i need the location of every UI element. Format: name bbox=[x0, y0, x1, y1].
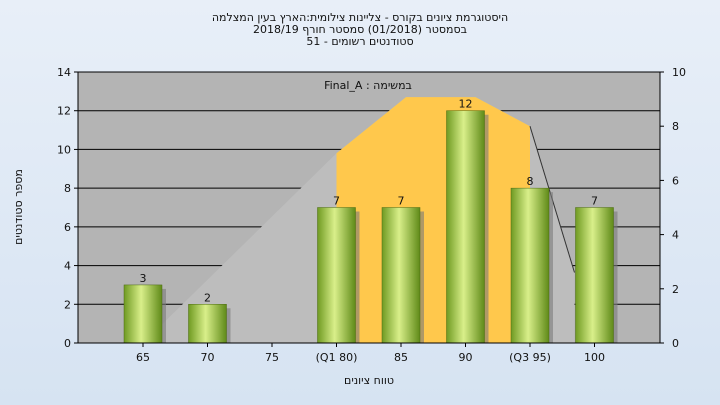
x-axis-label: טווח ציונים bbox=[344, 374, 394, 387]
histogram-bar bbox=[188, 304, 227, 344]
y2-tick-label: 10 bbox=[672, 66, 686, 79]
y2-tick-label: 6 bbox=[672, 174, 679, 187]
y2-tick-label: 0 bbox=[672, 337, 679, 350]
bar-value-label: 3 bbox=[140, 272, 147, 285]
histogram-bar bbox=[317, 207, 356, 344]
annotation-label: Final_A : במשימה bbox=[324, 79, 412, 92]
y-tick-label: 12 bbox=[57, 105, 71, 118]
x-tick-label: 75 bbox=[265, 351, 279, 364]
histogram-bar bbox=[575, 207, 614, 344]
y-tick-label: 8 bbox=[64, 182, 71, 195]
x-tick-label: (Q1 80) bbox=[316, 351, 358, 364]
y-tick-label: 10 bbox=[57, 143, 71, 156]
x-tick-label: 65 bbox=[136, 351, 150, 364]
y-tick-label: 4 bbox=[64, 260, 71, 273]
bar-value-label: 7 bbox=[333, 195, 340, 208]
y2-tick-label: 2 bbox=[672, 283, 679, 296]
histogram-bar bbox=[446, 110, 485, 344]
y-tick-label: 6 bbox=[64, 221, 71, 234]
y-tick-label: 2 bbox=[64, 298, 71, 311]
x-tick-label: 90 bbox=[459, 351, 473, 364]
bar-value-label: 7 bbox=[398, 195, 405, 208]
chart-title-line-3: 51 - סטודנטים רשומים bbox=[306, 35, 414, 48]
x-tick-label: 70 bbox=[201, 351, 215, 364]
x-tick-label: 100 bbox=[584, 351, 605, 364]
bar-value-label: 8 bbox=[527, 175, 534, 188]
x-tick-label: (Q3 95) bbox=[509, 351, 551, 364]
bar-value-label: 2 bbox=[204, 291, 211, 304]
y2-tick-label: 4 bbox=[672, 229, 679, 242]
chart-title-line-2: בסמסטר (01/2018) סמסטר חורף 2018/19 bbox=[253, 23, 467, 36]
y-tick-label: 0 bbox=[64, 337, 71, 350]
histogram-bar bbox=[510, 187, 550, 344]
histogram-bar bbox=[381, 207, 421, 344]
box-plot-inner-box bbox=[336, 97, 530, 343]
histogram-bar bbox=[123, 284, 163, 344]
chart-title-line-1: היסטוגרמת ציונים בקורס - צליינות צילומית… bbox=[211, 11, 509, 24]
x-tick-label: 85 bbox=[394, 351, 408, 364]
bar-value-label: 12 bbox=[459, 98, 473, 111]
bar-value-label: 7 bbox=[591, 195, 598, 208]
y-tick-label: 14 bbox=[57, 66, 71, 79]
y2-tick-label: 8 bbox=[672, 120, 679, 133]
y-axis-label: מספר סטודנטים bbox=[12, 169, 25, 245]
